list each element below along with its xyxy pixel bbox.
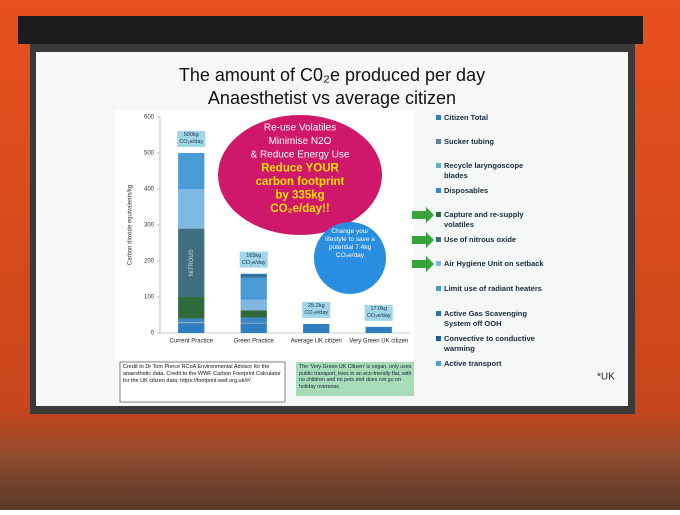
segment-label: NITROUS <box>189 249 195 276</box>
legend-label-box: Citizen Total <box>444 113 544 125</box>
legend-label-box: Recycle laryngoscope blades <box>444 161 544 181</box>
x-tick-label: Current Practice <box>170 339 214 345</box>
bubble-text: Re-use Volatiles <box>264 123 336 134</box>
bar-segment <box>178 153 204 189</box>
bar-segment <box>178 319 204 323</box>
credits: Credit to Dr Tom Pierce RCoA Environment… <box>123 364 283 385</box>
y-tick-label: 400 <box>144 187 155 193</box>
bar-segment <box>241 310 267 317</box>
legend-label-box: Disposables <box>444 186 544 198</box>
bar-label: 165kg CO₂e/day <box>240 252 268 267</box>
x-tick-label: Very Green UK citizen <box>349 339 408 345</box>
bar-label-box: 165kg CO₂e/day <box>240 252 268 268</box>
bar-segment <box>178 189 204 229</box>
y-axis-label: Carbon dioxide equivalents/kg <box>128 185 134 265</box>
bar-segment <box>178 323 204 324</box>
title: The amount of C0₂e produced per day <box>179 65 485 85</box>
legend-label-box: Active Gas Scavenging System off OOH <box>444 309 544 329</box>
legend-label: Disposables <box>444 186 544 196</box>
bar-label: 17.0kg CO₂e/day <box>365 305 393 320</box>
bar-segment <box>241 324 267 333</box>
y-tick-label: 300 <box>144 223 155 229</box>
legend-swatch <box>436 139 441 144</box>
legend-swatch <box>436 188 441 193</box>
bar-segment <box>303 324 329 333</box>
circle-note-box: Change your lifestyle to save a potentia… <box>325 228 375 288</box>
bar-segment <box>241 276 267 278</box>
bubble-text: Minimise N2O <box>269 136 332 147</box>
bar-label: 500kg CO₂e/day <box>177 131 205 146</box>
projector-casing <box>18 16 643 44</box>
y-tick-label: 200 <box>144 259 155 265</box>
bar-segment <box>366 327 392 333</box>
legend-label: Sucker tubing <box>444 137 544 147</box>
y-tick-label: 100 <box>144 295 155 301</box>
bar-segment <box>241 318 267 323</box>
note-box: The 'Very Green UK Citizen' is vegan, on… <box>299 364 412 396</box>
bubble-text: CO₂e/day!! <box>270 203 329 215</box>
legend-label: Citizen Total <box>444 113 544 123</box>
credits-box: Credit to Dr Tom Pierce RCoA Environment… <box>123 364 283 402</box>
bar-segment <box>178 324 204 333</box>
arrows <box>412 207 434 272</box>
bar-segment <box>241 274 267 276</box>
legend-swatch <box>436 336 441 341</box>
bubble-text: Reduce YOUR <box>261 163 339 175</box>
legend-label: Active transport <box>444 359 544 369</box>
bubble-text: & Reduce Energy Use <box>251 150 350 161</box>
legend-label: Capture and re-supply volatiles <box>444 210 544 229</box>
legend-label-box: Active transport <box>444 359 544 371</box>
bar-segment <box>241 323 267 324</box>
bubble-text: carbon footprint <box>256 176 345 188</box>
bar-segment <box>241 300 267 311</box>
legend-label: Recycle laryngoscope blades <box>444 161 544 180</box>
bar-segment <box>178 297 204 319</box>
legend-swatch <box>436 286 441 291</box>
legend-swatch <box>436 212 441 217</box>
legend-swatch <box>436 115 441 120</box>
legend-swatch <box>436 361 441 366</box>
bar-segment <box>241 278 267 300</box>
legend-swatch <box>436 261 441 266</box>
note: The 'Very Green UK Citizen' is vegan, on… <box>299 364 412 390</box>
legend-label-box: Use of nitrous oxide <box>444 235 544 247</box>
subtitle: Anaesthetist vs average citizen <box>208 88 456 108</box>
legend-label: Active Gas Scavenging System off OOH <box>444 309 544 328</box>
bar-segment <box>241 274 267 275</box>
y-tick-label: 600 <box>144 115 155 121</box>
bar-segment <box>178 322 204 323</box>
legend-label: Use of nitrous oxide <box>444 235 544 245</box>
footnote: *UK <box>597 372 615 383</box>
y-tick-label: 500 <box>144 151 155 157</box>
x-tick-label: Green Practice <box>234 339 275 345</box>
legend-label-box: Limit use of radiant heaters <box>444 284 544 304</box>
bar-label-box: 500kg CO₂e/day <box>177 131 205 147</box>
circle-note: Change your lifestyle to save a potentia… <box>325 228 375 260</box>
legend-label-box: Air Hygiene Unit on setback <box>444 259 544 279</box>
legend-label-box: Sucker tubing <box>444 137 544 149</box>
legend-swatch <box>436 237 441 242</box>
bar-label-box: 17.0kg CO₂e/day <box>365 305 393 321</box>
legend-label-box: Convective to conductive warming <box>444 334 544 354</box>
legend-label: Limit use of radiant heaters <box>444 284 544 294</box>
legend-swatch <box>436 311 441 316</box>
legend-label-box: Capture and re-supply volatiles <box>444 210 544 230</box>
bubble-text: by 335kg <box>275 190 324 202</box>
legend-label: Air Hygiene Unit on setback <box>444 259 544 269</box>
legend-label: Convective to conductive warming <box>444 334 544 353</box>
bar-label: 25.2kg CO₂e/day <box>302 302 330 317</box>
bar-label-box: 25.2kg CO₂e/day <box>302 302 330 318</box>
x-tick-label: Average UK citizen <box>291 339 342 345</box>
legend-swatch <box>436 163 441 168</box>
